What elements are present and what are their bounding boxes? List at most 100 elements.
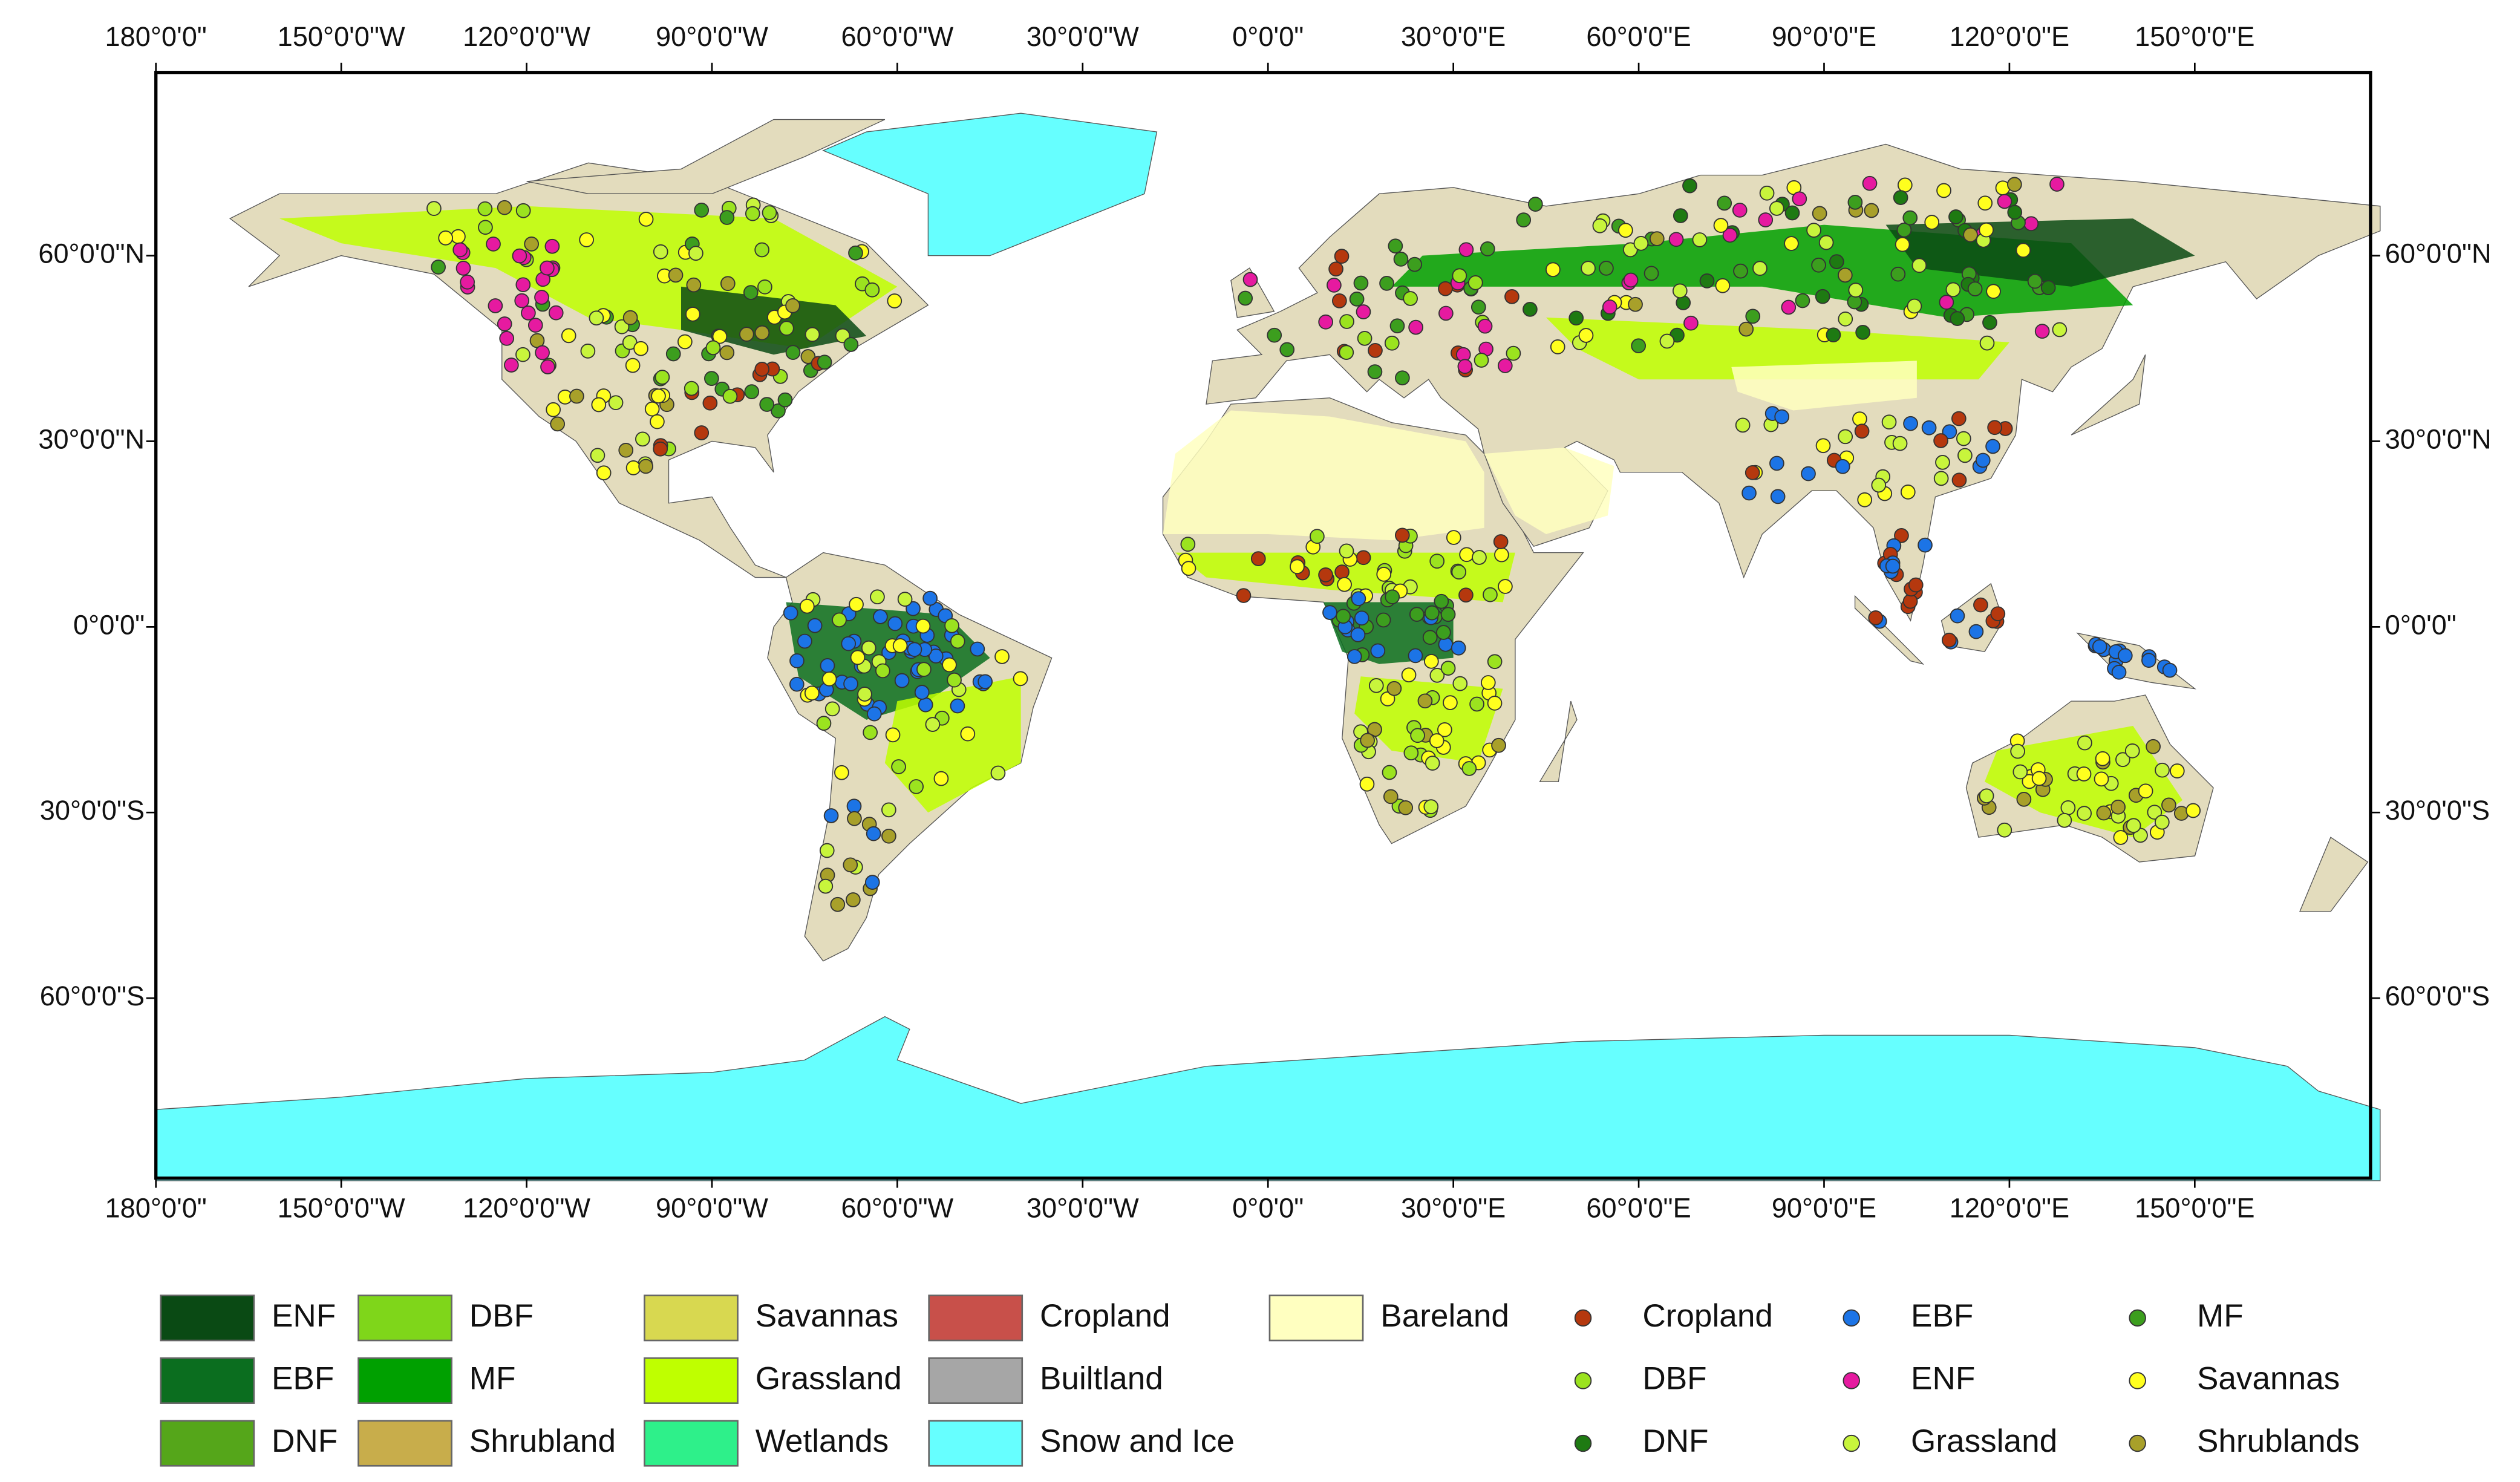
land-cover-patch — [1163, 410, 1484, 541]
site-point — [819, 843, 835, 858]
site-point — [1423, 653, 1439, 669]
site-point — [2027, 273, 2043, 289]
site-point — [2096, 805, 2112, 821]
site-point — [1673, 208, 1688, 223]
land-cover-swatch — [160, 1357, 255, 1404]
site-point — [1438, 281, 1453, 296]
site-point — [1672, 283, 1688, 299]
site-point — [1471, 299, 1486, 315]
site-point — [1815, 289, 1830, 304]
site-point — [817, 354, 832, 370]
site-point — [873, 609, 888, 624]
site-point — [757, 279, 772, 295]
site-point — [907, 642, 922, 658]
site-point — [789, 653, 805, 668]
site-point — [2010, 743, 2025, 759]
site-point — [1385, 589, 1400, 605]
site-point — [1423, 799, 1439, 814]
site-point — [497, 316, 512, 331]
site-point — [1467, 275, 1483, 290]
site-point — [625, 357, 641, 373]
land-cover-label: Cropland — [1040, 1298, 1170, 1334]
site-point — [785, 345, 801, 361]
site-point — [535, 345, 550, 361]
site-point — [1682, 178, 1697, 194]
site-point — [1504, 289, 1520, 304]
site-point — [1950, 608, 1965, 624]
site-point — [866, 706, 882, 722]
site-point — [1854, 423, 1870, 439]
site-point — [1506, 345, 1521, 361]
site-point — [850, 650, 866, 665]
site-point — [1429, 553, 1445, 569]
site-label: Savannas — [2197, 1360, 2340, 1396]
site-point — [1480, 675, 1496, 690]
site-point — [897, 592, 913, 607]
site-point — [918, 697, 933, 713]
site-point — [1497, 358, 1513, 373]
site-point — [1013, 671, 1028, 687]
site-point — [1368, 677, 1384, 693]
site-point — [1332, 293, 1347, 308]
land-cover-swatch — [928, 1294, 1023, 1342]
site-point — [834, 765, 849, 780]
site-point — [1979, 222, 1994, 238]
site-label: EBF — [1911, 1298, 1973, 1334]
land-layer — [155, 113, 2381, 1181]
site-swatch — [1843, 1372, 1860, 1389]
site-point — [870, 589, 885, 605]
site-point — [1334, 564, 1350, 579]
site-point — [431, 260, 446, 275]
land-cover-label: Snow and Ice — [1040, 1423, 1235, 1459]
site-point — [1328, 261, 1343, 277]
site-point — [1452, 676, 1468, 691]
site-point — [887, 293, 903, 308]
site-point — [1238, 290, 1253, 306]
site-point — [916, 662, 932, 677]
site-point — [1973, 597, 1988, 613]
site-point — [2154, 814, 2170, 830]
site-point — [2147, 805, 2163, 820]
site-point — [942, 657, 957, 673]
site-point — [1461, 761, 1477, 776]
site-point — [1354, 610, 1369, 626]
site-point — [2111, 664, 2127, 680]
site-point — [1982, 315, 1997, 330]
site-point — [1370, 643, 1386, 659]
land-cover-label: Builtland — [1040, 1360, 1163, 1396]
lon-label-top: 60°0'0"E — [1586, 21, 1691, 52]
site-point — [1403, 291, 1418, 306]
site-point — [2155, 762, 2170, 778]
lon-label-top: 150°0'0"W — [278, 21, 405, 52]
site-point — [1769, 201, 1784, 216]
lon-label-bottom: 150°0'0"E — [2135, 1193, 2254, 1224]
site-point — [779, 321, 794, 336]
land-cover-swatch — [928, 1420, 1023, 1467]
site-point — [1871, 477, 1887, 493]
site-point — [1935, 455, 1950, 470]
site-point — [857, 687, 872, 702]
site-point — [591, 397, 607, 413]
site-point — [1900, 485, 1916, 500]
site-point — [569, 388, 584, 404]
land-cover-patch — [1731, 361, 1917, 411]
site-point — [1350, 627, 1366, 642]
site-point — [614, 319, 630, 335]
site-point — [1979, 335, 1995, 351]
site-point — [1546, 262, 1561, 278]
site-point — [2115, 752, 2130, 768]
landmass-new-zealand — [2299, 837, 2369, 912]
site-point — [1493, 534, 1509, 549]
site-point — [1963, 227, 1978, 243]
site-point — [807, 618, 823, 633]
site-point — [1487, 654, 1503, 670]
site-point — [1818, 235, 1834, 250]
lon-label-bottom: 120°0'0"E — [1950, 1193, 2069, 1224]
site-point — [849, 596, 864, 612]
site-point — [1408, 648, 1423, 664]
site-point — [668, 267, 684, 283]
site-point — [1907, 298, 1922, 314]
site-point — [1408, 319, 1423, 335]
site-point — [2161, 797, 2176, 813]
